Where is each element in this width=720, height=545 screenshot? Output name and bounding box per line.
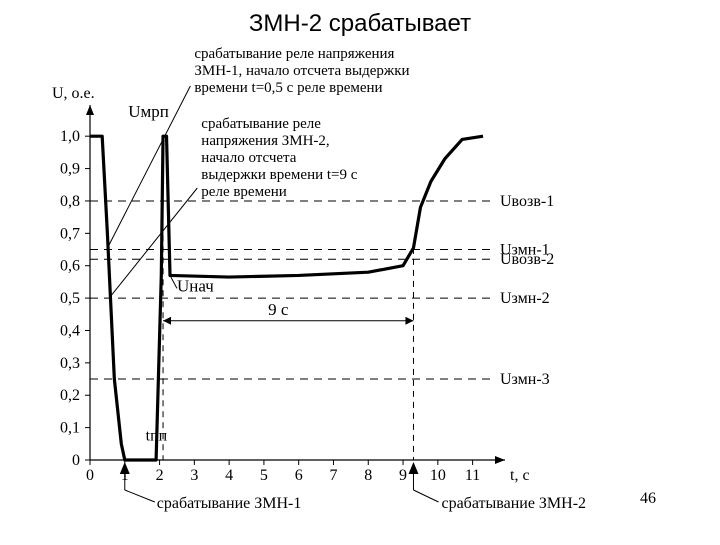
svg-text:0: 0: [72, 452, 80, 469]
svg-text:0,4: 0,4: [60, 322, 80, 339]
svg-text:0,5: 0,5: [60, 290, 80, 307]
svg-text:реле времени: реле времени: [201, 184, 287, 200]
svg-text:4: 4: [225, 467, 233, 484]
svg-text:Uвозв-2: Uвозв-2: [500, 251, 554, 268]
svg-text:срабатывание ЗМН-2: срабатывание ЗМН-2: [441, 495, 586, 512]
svg-text:срабатывание реле: срабатывание реле: [201, 116, 321, 132]
svg-text:0,6: 0,6: [60, 258, 80, 275]
svg-text:Uзмн-3: Uзмн-3: [500, 371, 550, 388]
svg-text:0,7: 0,7: [60, 225, 80, 242]
svg-text:Uмрп: Uмрп: [128, 102, 169, 121]
svg-text:Uнач: Uнач: [177, 277, 214, 296]
svg-text:Uвозв-1: Uвозв-1: [500, 193, 554, 210]
svg-text:времени t=0,5 с реле времени: времени t=0,5 с реле времени: [194, 80, 382, 96]
svg-text:9: 9: [399, 467, 407, 484]
svg-text:t, с: t, с: [510, 467, 530, 484]
svg-text:2: 2: [156, 467, 164, 484]
svg-text:9 с: 9 с: [268, 300, 289, 319]
title-text: ЗМН-2 срабатывает: [249, 10, 471, 37]
page-number-text: 46: [640, 490, 656, 507]
svg-text:срабатывание ЗМН-1: срабатывание ЗМН-1: [157, 495, 302, 512]
svg-text:0,9: 0,9: [60, 161, 80, 178]
svg-text:ЗМН-1, начало отсчета выдержки: ЗМН-1, начало отсчета выдержки: [194, 63, 409, 79]
svg-text:0,8: 0,8: [60, 193, 80, 210]
svg-text:U, о.е.: U, о.е.: [52, 85, 95, 102]
svg-text:0,2: 0,2: [60, 387, 80, 404]
svg-text:срабатывание реле напряжения: срабатывание реле напряжения: [194, 46, 394, 62]
svg-text:1,0: 1,0: [60, 128, 80, 145]
svg-text:11: 11: [465, 467, 480, 484]
svg-text:3: 3: [190, 467, 198, 484]
svg-text:tпп: tпп: [146, 428, 168, 445]
page-number: 46: [640, 490, 656, 508]
svg-text:начало отсчета: начало отсчета: [201, 150, 296, 166]
svg-text:8: 8: [364, 467, 372, 484]
voltage-chart: 00,10,20,30,40,50,60,70,80,91,0012345678…: [0, 0, 720, 540]
svg-text:7: 7: [329, 467, 337, 484]
svg-text:0,3: 0,3: [60, 355, 80, 372]
svg-text:Uзмн-2: Uзмн-2: [500, 290, 550, 307]
page-title: ЗМН-2 срабатывает: [0, 10, 720, 38]
svg-text:0,1: 0,1: [60, 420, 80, 437]
svg-text:выдержки времени t=9 с: выдержки времени t=9 с: [201, 167, 357, 183]
svg-text:6: 6: [295, 467, 303, 484]
svg-text:0: 0: [86, 467, 94, 484]
svg-text:5: 5: [260, 467, 268, 484]
svg-text:напряжения ЗМН-2,: напряжения ЗМН-2,: [201, 133, 329, 149]
svg-text:10: 10: [430, 467, 446, 484]
